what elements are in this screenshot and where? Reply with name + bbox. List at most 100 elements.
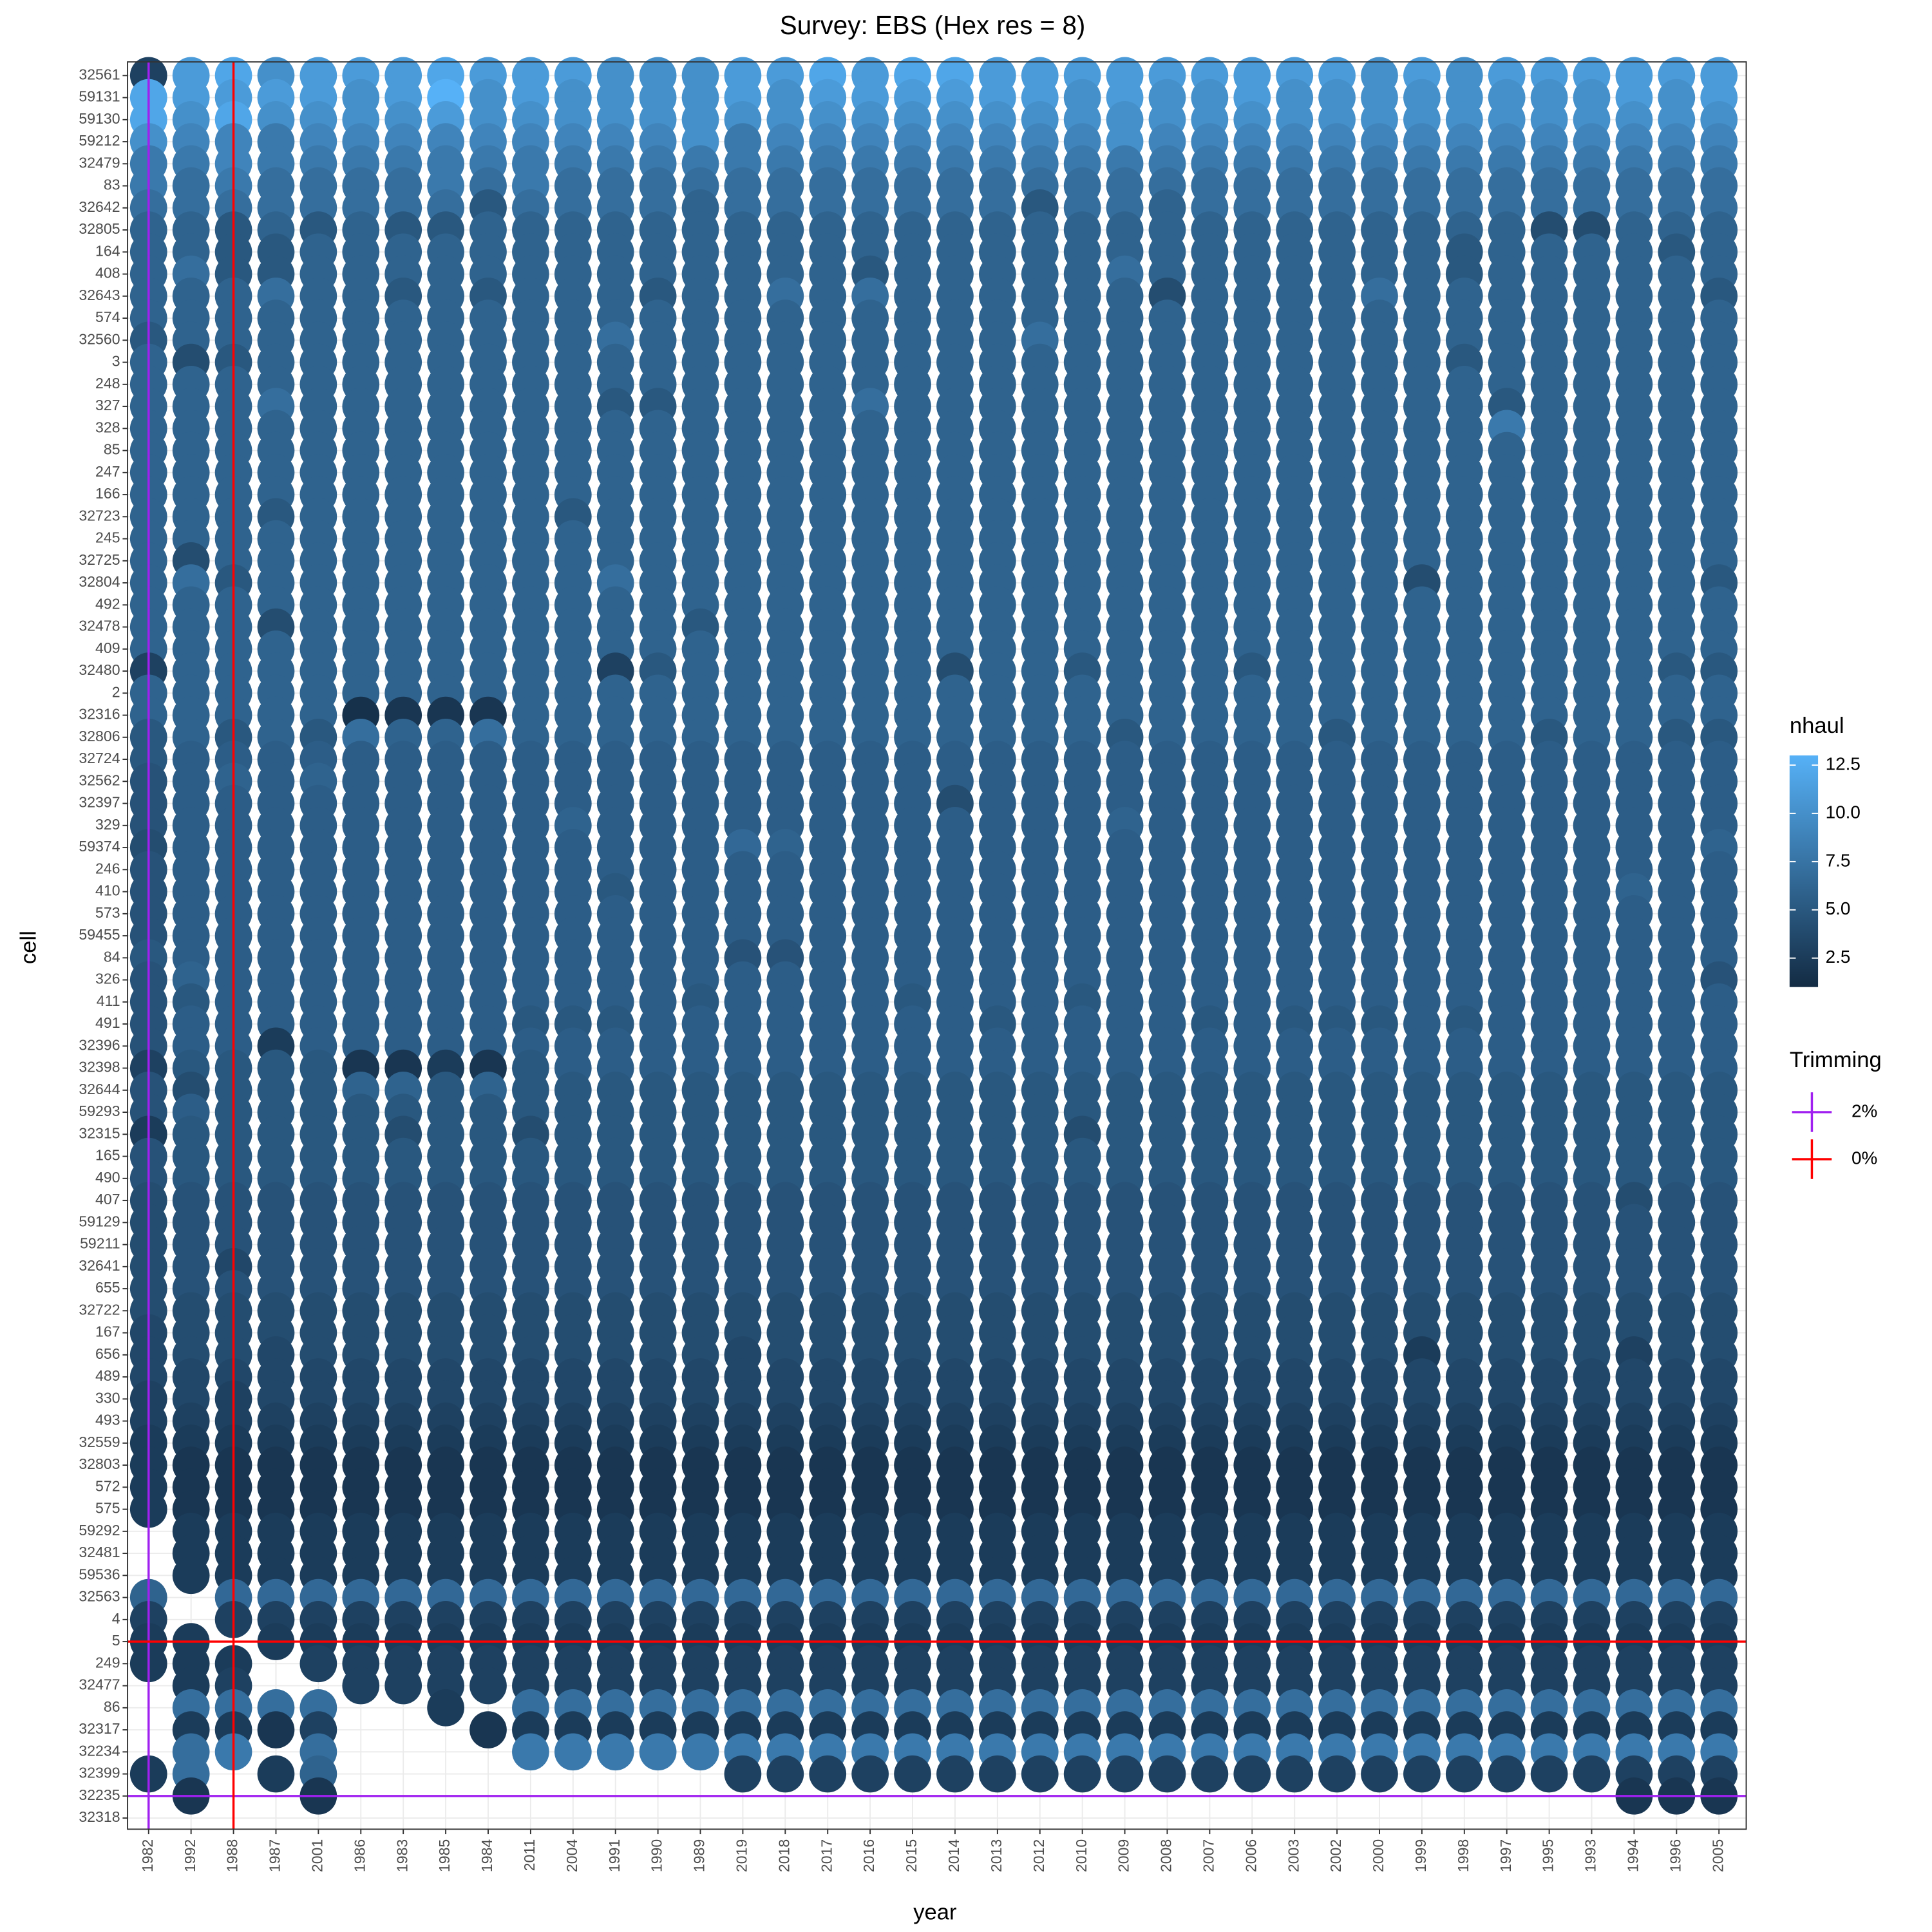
y-tick-label: 246 [95, 860, 120, 876]
y-tick-label: 491 [95, 1014, 120, 1031]
y-tick-label: 59129 [79, 1213, 120, 1229]
dot [1233, 1755, 1271, 1793]
x-tick-label: 2002 [1327, 1839, 1344, 1872]
y-tick-label: 32398 [79, 1059, 120, 1075]
x-tick-label: 1996 [1667, 1839, 1683, 1872]
y-tick-label: 84 [104, 948, 120, 965]
y-tick-label: 32399 [79, 1765, 120, 1781]
y-tick-label: 59131 [79, 88, 120, 105]
dot [766, 1755, 804, 1793]
y-tick-label: 59374 [79, 838, 120, 855]
y-tick-label: 573 [95, 904, 120, 921]
y-tick-label: 32478 [79, 618, 120, 634]
x-tick-label: 2010 [1073, 1839, 1090, 1872]
x-tick-label: 2000 [1370, 1839, 1387, 1872]
dot [809, 1755, 847, 1793]
dot [554, 1733, 592, 1771]
y-tick-label: 59536 [79, 1566, 120, 1582]
y-tick-label: 5 [112, 1632, 120, 1649]
x-tick-label: 1989 [691, 1839, 708, 1872]
x-tick-label: 2013 [988, 1839, 1005, 1872]
y-tick-label: 656 [95, 1345, 120, 1362]
x-tick-label: 2006 [1242, 1839, 1259, 1872]
x-tick-label: 1986 [351, 1839, 368, 1872]
colorbar-label: 5.0 [1826, 898, 1851, 918]
y-tick-label: 410 [95, 882, 120, 899]
x-tick-label: 2003 [1285, 1839, 1302, 1872]
dot [1021, 1755, 1059, 1793]
y-tick-label: 492 [95, 595, 120, 612]
x-tick-label: 2012 [1030, 1839, 1047, 1872]
y-tick-label: 32723 [79, 507, 120, 524]
y-tick-label: 32396 [79, 1036, 120, 1053]
dot [1276, 1755, 1314, 1793]
colorbar-label: 10.0 [1826, 802, 1861, 822]
y-tick-label: 2 [112, 683, 120, 700]
y-tick-label: 248 [95, 375, 120, 392]
dot [469, 1711, 507, 1748]
y-tick-label: 32803 [79, 1455, 120, 1472]
dot [257, 1711, 295, 1748]
x-tick-label: 1999 [1412, 1839, 1429, 1872]
x-tick-label: 2008 [1158, 1839, 1175, 1872]
y-tick-label: 655 [95, 1279, 120, 1296]
y-tick-label: 32477 [79, 1676, 120, 1693]
x-tick-label: 1998 [1455, 1839, 1472, 1872]
y-tick-label: 167 [95, 1323, 120, 1340]
y-tick-label: 575 [95, 1500, 120, 1517]
x-tick-label: 1994 [1625, 1839, 1642, 1872]
y-tick-label: 32316 [79, 706, 120, 723]
dot [257, 1755, 295, 1793]
y-tick-label: 32479 [79, 154, 120, 171]
y-tick-label: 32725 [79, 551, 120, 568]
y-tick-label: 328 [95, 419, 120, 435]
y-tick-label: 32235 [79, 1786, 120, 1803]
y-tick-label: 327 [95, 397, 120, 413]
dot [724, 1755, 762, 1793]
x-tick-label: 1987 [267, 1839, 283, 1872]
x-tick-label: 2014 [945, 1839, 962, 1872]
x-tick-label: 1991 [606, 1839, 623, 1872]
y-tick-label: 330 [95, 1389, 120, 1406]
dot [851, 1755, 889, 1793]
dot [427, 1689, 464, 1727]
y-tick-label: 32561 [79, 66, 120, 82]
y-axis-title: cell [16, 931, 41, 964]
x-tick-label: 1990 [649, 1839, 665, 1872]
y-tick-label: 32234 [79, 1742, 120, 1759]
y-tick-label: 32724 [79, 750, 120, 766]
y-tick-label: 59211 [80, 1235, 120, 1252]
y-tick-label: 32481 [79, 1544, 120, 1560]
y-tick-label: 572 [95, 1477, 120, 1494]
y-tick-label: 32318 [79, 1808, 120, 1825]
dot [979, 1755, 1016, 1793]
y-tick-label: 32804 [79, 573, 120, 590]
y-tick-label: 59292 [79, 1522, 120, 1539]
x-tick-label: 2007 [1200, 1839, 1217, 1872]
y-tick-label: 32643 [79, 287, 120, 303]
dot [894, 1755, 931, 1793]
y-tick-label: 32315 [79, 1124, 120, 1141]
x-tick-label: 2018 [775, 1839, 792, 1872]
y-tick-label: 85 [104, 441, 120, 458]
x-tick-label: 1983 [393, 1839, 410, 1872]
y-tick-label: 329 [95, 816, 120, 833]
dot [1318, 1755, 1356, 1793]
y-tick-label: 32644 [79, 1081, 120, 1097]
x-tick-label: 1985 [436, 1839, 453, 1872]
dot [1191, 1755, 1229, 1793]
y-tick-label: 83 [104, 176, 120, 193]
y-tick-label: 32641 [79, 1257, 120, 1274]
y-tick-label: 32480 [79, 661, 120, 678]
y-tick-label: 165 [95, 1147, 120, 1164]
colorbar-label: 12.5 [1826, 753, 1861, 773]
y-tick-label: 59455 [79, 926, 120, 943]
y-tick-label: 32563 [79, 1588, 120, 1605]
y-tick-label: 32642 [79, 198, 120, 215]
x-tick-label: 2005 [1709, 1839, 1726, 1872]
x-axis-title: year [913, 1900, 956, 1924]
y-tick-label: 245 [95, 529, 120, 546]
dot [1361, 1755, 1398, 1793]
